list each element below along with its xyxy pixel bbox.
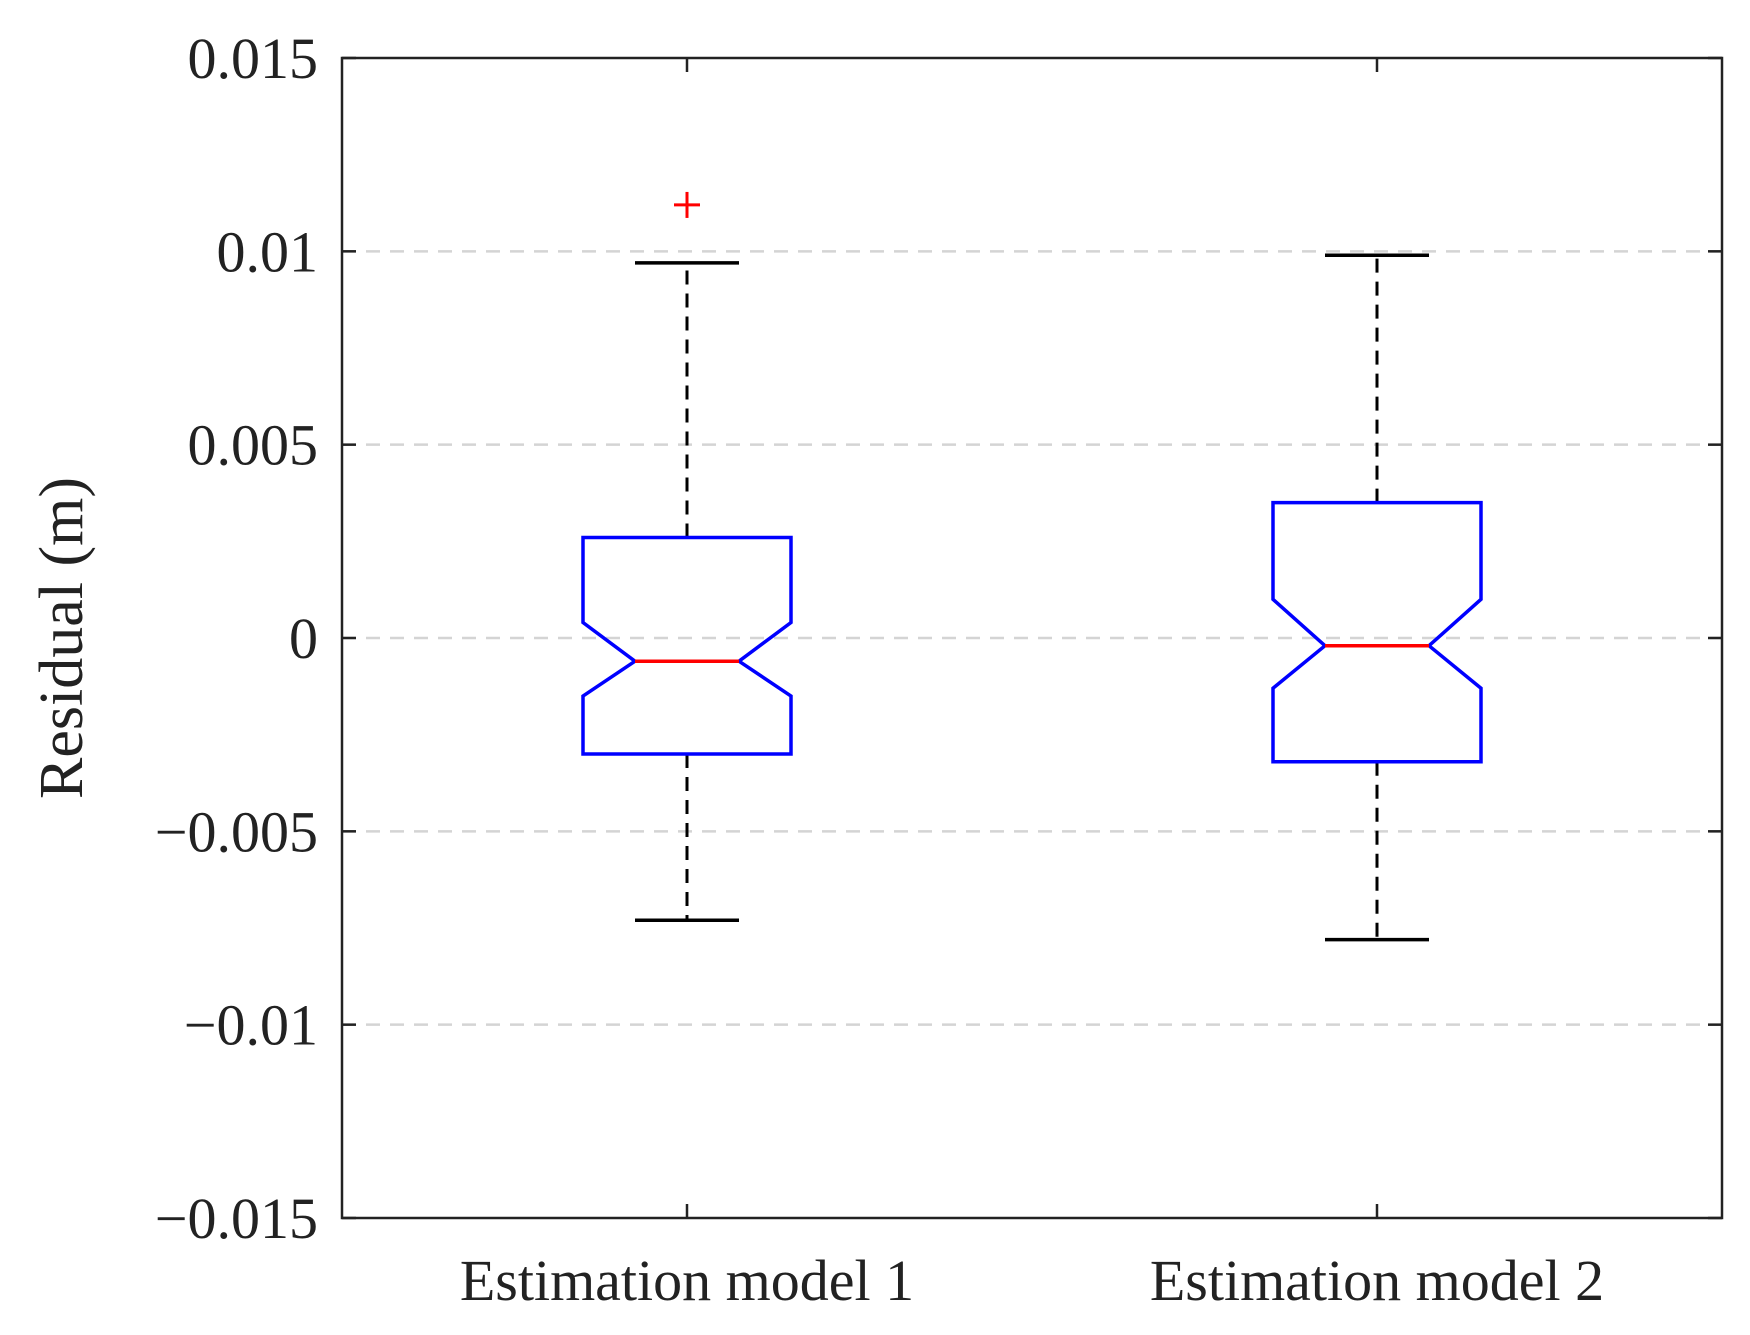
y-tick-label: −0.01 [184, 993, 318, 1058]
notched-box [1271, 500, 1483, 764]
grid-lines [342, 250, 1722, 1026]
y-tick-label: −0.015 [155, 1186, 318, 1251]
box-group [1271, 253, 1483, 942]
y-tick-labels: −0.015 −0.01 −0.005 0 0.005 0.01 0.015 [155, 26, 318, 1251]
box-series [581, 191, 1483, 942]
notched-box [581, 535, 793, 756]
y-tick-label: 0 [289, 606, 318, 671]
x-tick-label: Estimation model 2 [1150, 1248, 1604, 1313]
y-axis-label: Residual (m) [28, 477, 96, 799]
y-tick-label: 0.01 [217, 219, 319, 284]
outlier-marker [674, 191, 700, 218]
axis-ticks [342, 56, 1722, 1220]
box-group [581, 191, 793, 923]
y-tick-label: 0.005 [188, 413, 319, 478]
y-tick-label: −0.005 [155, 799, 318, 864]
x-tick-label: Estimation model 1 [460, 1248, 914, 1313]
x-tick-labels: Estimation model 1 Estimation model 2 [460, 1248, 1604, 1313]
y-tick-label: 0.015 [188, 26, 319, 91]
